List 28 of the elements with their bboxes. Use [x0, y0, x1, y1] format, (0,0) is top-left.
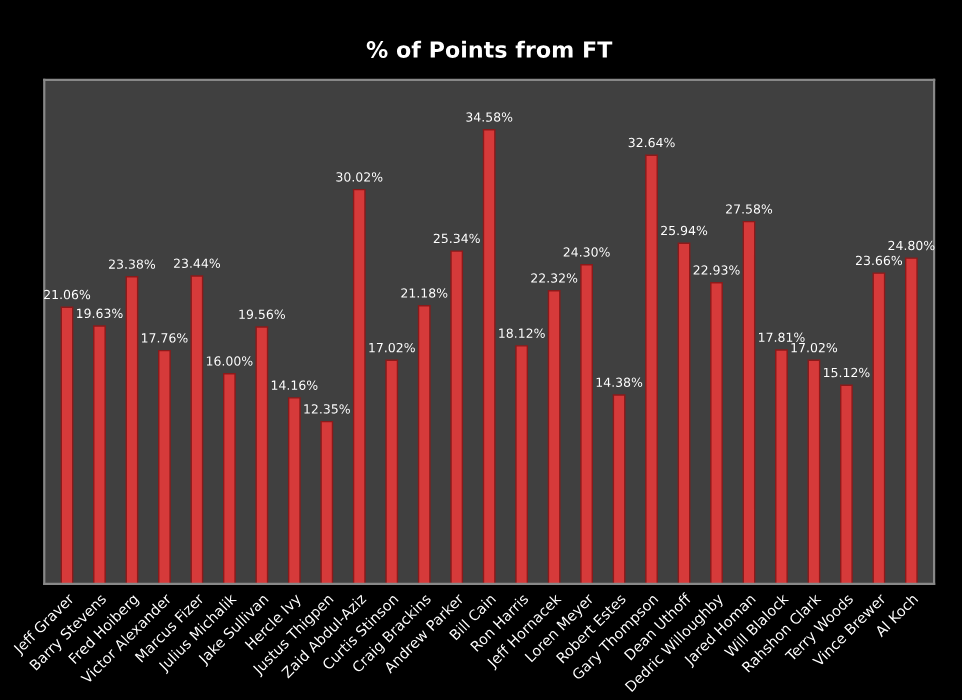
bar — [352, 188, 366, 584]
bar — [60, 306, 74, 584]
bar — [450, 250, 464, 584]
bar — [742, 220, 756, 584]
bar — [190, 275, 204, 584]
bar — [775, 349, 788, 584]
bar — [547, 290, 561, 584]
bar — [645, 154, 658, 584]
bar — [482, 129, 496, 584]
bar — [580, 264, 593, 584]
bar — [840, 384, 853, 584]
bar — [904, 257, 918, 584]
bar — [320, 420, 334, 584]
bar — [807, 359, 821, 584]
bar — [255, 326, 269, 584]
bar — [515, 345, 529, 584]
bar — [710, 282, 723, 584]
chart-title: % of Points from FT — [366, 40, 613, 58]
bar — [222, 373, 236, 584]
bar — [872, 272, 886, 584]
bar — [677, 242, 691, 584]
bar — [417, 305, 431, 584]
bar — [125, 276, 139, 584]
bar — [158, 349, 171, 584]
bar — [385, 359, 399, 584]
bar — [287, 397, 301, 584]
bar — [93, 325, 106, 584]
bar — [612, 394, 626, 584]
